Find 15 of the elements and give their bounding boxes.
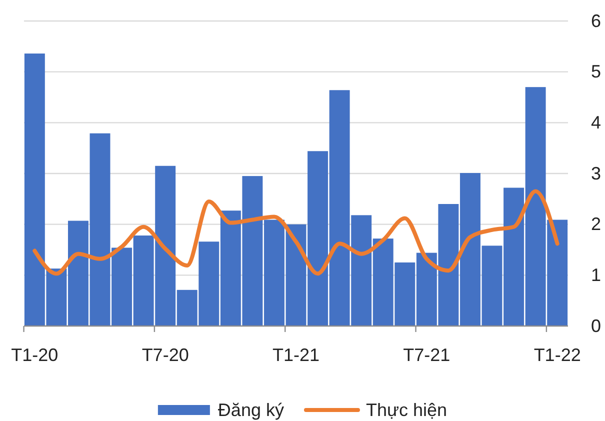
- x-tick-label: T1-21: [272, 345, 320, 365]
- y-tick-label: 1: [591, 264, 602, 285]
- x-tick-label: T7-21: [403, 345, 450, 365]
- legend-label: Đăng ký: [218, 400, 284, 420]
- y-tick-label: 4: [591, 112, 602, 132]
- y-tick-label: 2: [591, 214, 602, 234]
- x-tick-label: T1-20: [11, 345, 58, 365]
- y-tick-label: 5: [591, 62, 602, 82]
- y-tick-label: 0: [591, 316, 602, 336]
- x-tick-label: T1-22: [534, 345, 581, 365]
- y-tick-label: 3: [591, 163, 602, 184]
- y-tick-label: 6: [591, 10, 602, 31]
- x-tick-label: T7-20: [142, 345, 189, 365]
- line-series: [32, 189, 560, 276]
- legend-label: Thực hiện: [366, 400, 448, 420]
